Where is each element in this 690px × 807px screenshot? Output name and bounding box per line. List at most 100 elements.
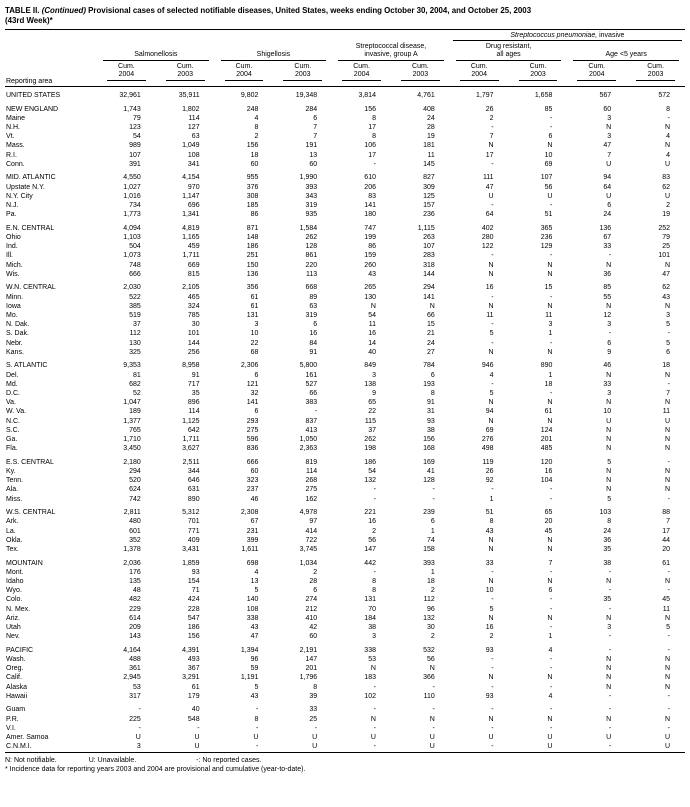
value-cell: 45 bbox=[662, 596, 670, 604]
value-cell: - bbox=[667, 706, 670, 714]
value-cell: 1,584 bbox=[299, 224, 318, 232]
value-cell: 2 bbox=[430, 587, 435, 595]
value-cell: U bbox=[664, 417, 670, 425]
value-cell: 2,180 bbox=[123, 458, 141, 466]
data-row: Amer. Samoa U U U U U U U U U U bbox=[5, 733, 685, 742]
value-cell: 896 bbox=[187, 399, 200, 407]
reporting-area-cell: P.R. bbox=[6, 715, 19, 723]
data-row: MID. ATLANTIC 4,550 4,154 955 1,990 610 827 111… bbox=[5, 173, 685, 182]
value-cell: 193 bbox=[423, 380, 435, 388]
value-cell: 6 bbox=[430, 518, 435, 526]
value-cell: N bbox=[606, 426, 612, 434]
value-cell: 341 bbox=[187, 160, 200, 168]
value-cell: - bbox=[373, 486, 376, 494]
value-cell: 2,105 bbox=[182, 284, 200, 292]
value-cell: N bbox=[664, 142, 670, 150]
value-cell: 485 bbox=[540, 445, 553, 453]
value-cell: - bbox=[491, 293, 494, 301]
value-cell: N bbox=[606, 302, 612, 310]
value-cell: N bbox=[488, 417, 494, 425]
value-cell: 8 bbox=[607, 518, 612, 526]
value-cell: 121 bbox=[246, 380, 259, 388]
value-cell: 209 bbox=[129, 624, 141, 632]
value-cell: U bbox=[606, 192, 612, 200]
value-cell: - bbox=[491, 683, 494, 691]
value-cell: N bbox=[664, 436, 670, 444]
value-cell: 56 bbox=[544, 183, 553, 191]
value-cell: 2 bbox=[313, 568, 318, 576]
data-row: Hawaii 317 179 43 39 102 110 93 4 - - bbox=[5, 692, 685, 701]
value-cell: 156 bbox=[423, 436, 435, 444]
value-cell: U bbox=[664, 734, 670, 742]
strep-pneumoniae-italic-text: Streptococcus pneumoniae, bbox=[510, 32, 598, 40]
value-cell: 8 bbox=[254, 123, 259, 131]
value-cell: 567 bbox=[599, 91, 612, 99]
value-cell: 1,165 bbox=[182, 234, 200, 241]
value-cell: - bbox=[550, 624, 553, 632]
value-cell: 47 bbox=[603, 142, 612, 150]
value-cell: 61 bbox=[544, 408, 553, 416]
value-cell: U bbox=[606, 734, 612, 742]
value-cell: 1,658 bbox=[534, 91, 553, 99]
data-row: D.C. 52 35 32 66 9 8 5 - 3 7 bbox=[5, 389, 685, 398]
data-row: Del. 81 91 6 161 3 6 4 1 N N bbox=[5, 371, 685, 380]
strep-pneumoniae-group-header: Streptococcus pneumoniae, invasive bbox=[450, 30, 685, 42]
value-cell: 93 bbox=[426, 417, 435, 425]
value-cell: 317 bbox=[129, 692, 141, 700]
value-cell: - bbox=[138, 706, 141, 714]
value-cell: N bbox=[664, 426, 670, 434]
data-row: Mo. 519 785 131 319 54 66 11 11 12 3 bbox=[5, 311, 685, 320]
value-cell: 93 bbox=[191, 568, 200, 576]
value-cell: - bbox=[256, 724, 259, 732]
reporting-area-cell: Mass. bbox=[6, 142, 25, 150]
footnotes: N: Not notifiable. U: Unavailable. -: No… bbox=[5, 756, 685, 775]
value-cell: N bbox=[429, 665, 435, 673]
value-cell: 56 bbox=[368, 536, 376, 544]
value-cell: 1,103 bbox=[123, 234, 141, 241]
value-cell: 212 bbox=[305, 605, 318, 613]
value-cell: 63 bbox=[191, 133, 200, 141]
column-group-header: Age <5 years bbox=[567, 41, 685, 61]
value-cell: 946 bbox=[481, 362, 494, 370]
value-cell: U bbox=[547, 192, 553, 200]
value-cell: 114 bbox=[306, 468, 318, 476]
value-cell: 4 bbox=[548, 646, 553, 654]
value-cell: 60 bbox=[309, 160, 318, 168]
value-cell: - bbox=[667, 724, 670, 732]
value-cell: 2,811 bbox=[123, 509, 141, 517]
value-cell: 30 bbox=[191, 321, 200, 329]
reporting-area-cell: N.J. bbox=[6, 202, 19, 209]
value-cell: 179 bbox=[187, 692, 200, 700]
value-cell: N bbox=[547, 142, 553, 150]
cum-column-header: Cum. 2004 bbox=[214, 61, 274, 87]
cum-column-label: Cum. 2004 bbox=[224, 63, 264, 81]
value-cell: U bbox=[488, 192, 494, 200]
value-cell: U bbox=[547, 743, 553, 751]
data-row: Calif. 2,945 3,291 1,191 1,796 183 366 N N N N bbox=[5, 673, 685, 682]
value-cell: N bbox=[547, 715, 553, 723]
value-cell: - bbox=[550, 390, 553, 398]
value-cell: 256 bbox=[187, 348, 200, 356]
data-row: Pa. 1,773 1,341 86 935 180 236 64 51 24 19 bbox=[5, 210, 685, 219]
table-header: Reporting area Streptococcus pneumoniae,… bbox=[5, 30, 685, 87]
value-cell: 283 bbox=[423, 252, 435, 260]
value-cell: - bbox=[491, 252, 494, 260]
value-cell: 225 bbox=[129, 715, 141, 723]
value-cell: - bbox=[608, 706, 612, 714]
value-cell: 324 bbox=[187, 302, 200, 310]
data-row: Ark. 480 701 67 97 16 6 8 20 8 7 bbox=[5, 517, 685, 526]
value-cell: 1,341 bbox=[182, 211, 200, 219]
value-cell: - bbox=[550, 486, 553, 494]
value-cell: 722 bbox=[305, 536, 318, 544]
data-row: Oreg. 361 367 59 201 N N - - N N bbox=[5, 664, 685, 673]
data-row: La. 601 771 231 414 2 1 43 45 24 17 bbox=[5, 527, 685, 536]
value-cell: 2,036 bbox=[123, 559, 141, 567]
value-cell: N bbox=[488, 614, 494, 622]
value-cell: 742 bbox=[129, 495, 141, 503]
reporting-area-cell: S. Dak. bbox=[6, 330, 29, 338]
reporting-area-cell: Okla. bbox=[6, 536, 23, 544]
value-cell: 36 bbox=[603, 536, 612, 544]
value-cell: 11 bbox=[368, 321, 376, 329]
value-cell: 4,154 bbox=[182, 174, 200, 182]
